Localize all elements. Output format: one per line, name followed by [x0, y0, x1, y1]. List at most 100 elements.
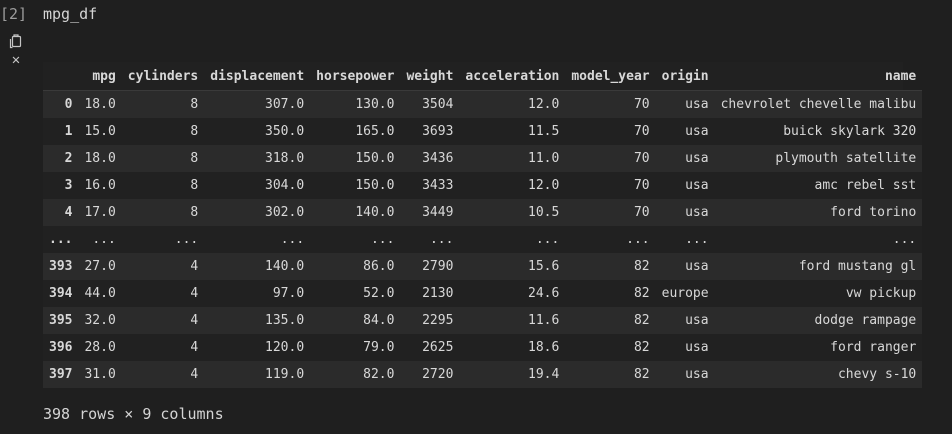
table-row: 4 17.0 8 302.0 140.0 3449 10.5 70 usa ford torino — [43, 199, 923, 226]
table-cell: 97.0 — [272, 286, 305, 301]
table-header-row: mpg cylinders displacement horsepower we… — [43, 62, 923, 91]
table-cell: usa — [685, 259, 709, 274]
table-cell: 12.0 — [528, 97, 560, 112]
table-cell: europe — [661, 286, 709, 301]
table-row: 394 44.0 4 97.0 52.0 2130 24.6 82 europe vw picku… — [43, 280, 923, 307]
table-cell: 24.6 — [528, 286, 560, 301]
table-cell: 32.0 — [84, 313, 116, 328]
dataframe-table: mpg cylinders displacement horsepower we… — [43, 62, 923, 388]
dataframe-output: mpg cylinders displacement horsepower we… — [43, 62, 923, 388]
table-cell: 4 — [190, 286, 199, 301]
table-cell: 82 — [633, 259, 650, 274]
table-cell: 119.0 — [265, 367, 305, 382]
table-cell: 11.0 — [528, 151, 560, 166]
table-cell: 82 — [633, 367, 650, 382]
table-cell: usa — [685, 97, 709, 112]
row-index: 1 — [64, 124, 73, 139]
table-row: 0 18.0 8 307.0 130.0 3504 12.0 70 usa chevrolet c… — [43, 90, 923, 118]
table-cell: 135.0 — [265, 313, 305, 328]
table-cell: chevy s-10 — [837, 367, 917, 382]
table-cell: 4 — [190, 259, 199, 274]
row-index: 0 — [64, 97, 73, 112]
cell-code[interactable]: mpg_df — [43, 5, 98, 23]
column-header — [43, 62, 79, 91]
table-cell: 18.0 — [84, 151, 116, 166]
table-cell: 52.0 — [363, 286, 395, 301]
table-cell: ... — [370, 232, 395, 247]
table-cell: 79.0 — [363, 340, 395, 355]
table-cell: 82 — [633, 340, 650, 355]
table-cell: ford mustang gl — [798, 259, 917, 274]
table-cell: 304.0 — [265, 178, 305, 193]
dataframe-shape: 398 rows × 9 columns — [43, 405, 224, 423]
column-header: model_year — [565, 62, 656, 91]
table-cell: 165.0 — [355, 124, 395, 139]
output-toolbar: ✕ — [6, 32, 28, 69]
table-cell: 12.0 — [528, 178, 560, 193]
table-cell: 70 — [633, 151, 650, 166]
table-cell: 2720 — [422, 367, 454, 382]
table-row: 1 15.0 8 350.0 165.0 3693 11.5 70 usa buick skyla… — [43, 118, 923, 145]
table-cell: 82.0 — [363, 367, 395, 382]
column-header: weight — [400, 62, 460, 91]
table-cell: 19.4 — [528, 367, 560, 382]
table-cell: usa — [685, 205, 709, 220]
column-header: displacement — [204, 62, 311, 91]
table-cell: 8 — [190, 151, 199, 166]
row-index: 395 — [49, 313, 73, 328]
table-cell: 350.0 — [265, 124, 305, 139]
table-row: 2 18.0 8 318.0 150.0 3436 11.0 70 usa plymouth sa… — [43, 145, 923, 172]
table-cell: ... — [535, 232, 560, 247]
table-cell: 2625 — [422, 340, 454, 355]
table-cell: vw pickup — [845, 286, 917, 301]
table-cell: 44.0 — [84, 286, 116, 301]
table-cell: usa — [685, 178, 709, 193]
table-cell: 4 — [190, 340, 199, 355]
table-cell: usa — [685, 124, 709, 139]
table-cell: ford torino — [830, 205, 917, 220]
table-cell: 120.0 — [265, 340, 305, 355]
table-cell: 2130 — [422, 286, 454, 301]
table-cell: 18.0 — [84, 97, 116, 112]
table-cell: 18.6 — [528, 340, 560, 355]
column-header: origin — [655, 62, 715, 91]
table-cell: 8 — [190, 205, 199, 220]
execution-count: [2] — [0, 5, 28, 23]
table-cell: ... — [626, 232, 650, 247]
table-cell: 318.0 — [265, 151, 305, 166]
column-header: horsepower — [310, 62, 401, 91]
column-header: name — [714, 62, 923, 91]
table-cell: ... — [92, 232, 116, 247]
table-cell: ... — [174, 232, 199, 247]
table-cell: ford ranger — [830, 340, 917, 355]
table-cell: 70 — [633, 124, 650, 139]
table-cell: 3693 — [422, 124, 454, 139]
table-cell: ... — [280, 232, 305, 247]
table-cell: 82 — [633, 313, 650, 328]
column-header: acceleration — [459, 62, 566, 91]
table-cell: 3436 — [422, 151, 454, 166]
table-cell: 70 — [633, 97, 650, 112]
column-header: mpg — [78, 62, 122, 91]
column-header: cylinders — [121, 62, 205, 91]
table-cell: usa — [685, 367, 709, 382]
table-cell: 130.0 — [355, 97, 395, 112]
row-index: 4 — [64, 205, 73, 220]
table-cell: 3449 — [422, 205, 454, 220]
table-cell: 82 — [633, 286, 650, 301]
table-cell: 11.6 — [528, 313, 560, 328]
table-cell: 86.0 — [363, 259, 395, 274]
table-cell: usa — [685, 151, 709, 166]
table-cell: chevrolet chevelle malibu — [720, 97, 917, 112]
table-cell: 17.0 — [84, 205, 116, 220]
row-index: 397 — [49, 367, 73, 382]
table-cell: 150.0 — [355, 178, 395, 193]
table-cell: 307.0 — [265, 97, 305, 112]
table-cell: plymouth satellite — [775, 151, 917, 166]
close-icon[interactable]: ✕ — [11, 52, 21, 68]
table-row: 3 16.0 8 304.0 150.0 3433 12.0 70 usa amc rebel s… — [43, 172, 923, 199]
table-row: .............................. — [43, 226, 923, 253]
copy-output-icon[interactable] — [6, 33, 26, 51]
table-cell: 70 — [633, 205, 650, 220]
